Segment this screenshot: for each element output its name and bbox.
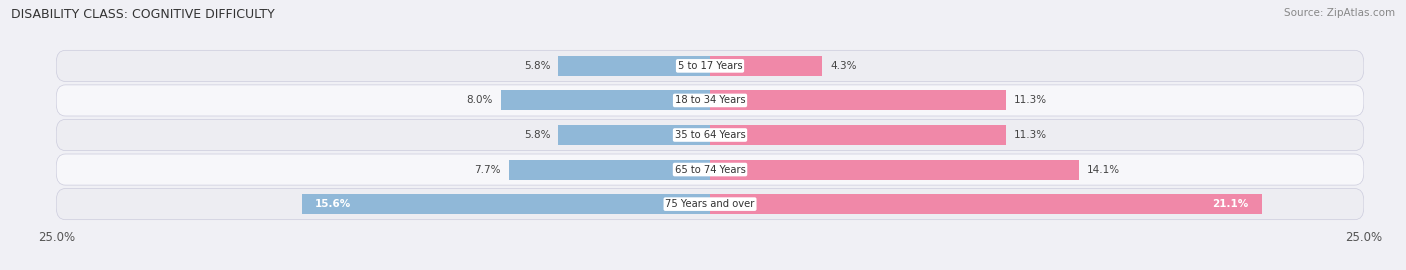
Text: 5.8%: 5.8% [524,130,551,140]
Text: 7.7%: 7.7% [474,164,501,175]
Bar [558,125,710,145]
FancyBboxPatch shape [56,85,1364,116]
Bar [558,56,710,76]
Text: 15.6%: 15.6% [315,199,352,209]
Text: 35 to 64 Years: 35 to 64 Years [675,130,745,140]
Text: 4.3%: 4.3% [831,61,856,71]
Bar [509,160,710,180]
FancyBboxPatch shape [56,50,1364,82]
Bar [710,56,823,76]
Text: 5 to 17 Years: 5 to 17 Years [678,61,742,71]
Bar [710,160,1078,180]
Bar [710,194,1261,214]
Text: 21.1%: 21.1% [1212,199,1249,209]
Text: 65 to 74 Years: 65 to 74 Years [675,164,745,175]
Text: 8.0%: 8.0% [467,95,494,106]
Text: 11.3%: 11.3% [1014,95,1046,106]
Text: Source: ZipAtlas.com: Source: ZipAtlas.com [1284,8,1395,18]
Text: 11.3%: 11.3% [1014,130,1046,140]
Text: 75 Years and over: 75 Years and over [665,199,755,209]
Text: 18 to 34 Years: 18 to 34 Years [675,95,745,106]
Bar [302,194,710,214]
Text: DISABILITY CLASS: COGNITIVE DIFFICULTY: DISABILITY CLASS: COGNITIVE DIFFICULTY [11,8,276,21]
Text: 14.1%: 14.1% [1087,164,1119,175]
FancyBboxPatch shape [56,188,1364,220]
Text: 5.8%: 5.8% [524,61,551,71]
Bar [501,90,710,110]
Bar [710,90,1005,110]
FancyBboxPatch shape [56,119,1364,151]
FancyBboxPatch shape [56,154,1364,185]
Bar [710,125,1005,145]
